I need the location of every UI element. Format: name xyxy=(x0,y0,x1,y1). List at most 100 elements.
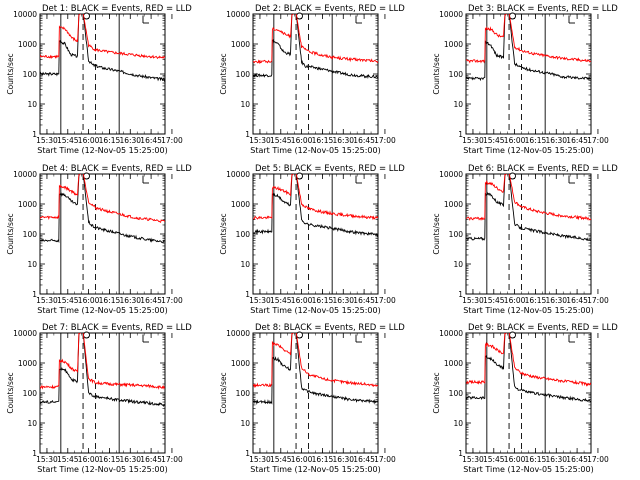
y-axis-label: Counts/sec xyxy=(219,53,228,94)
x-tick-label: 16:30 xyxy=(332,136,354,145)
x-tick-label: 17:00 xyxy=(587,455,609,464)
panel-det-2: Det 2: BLACK = Events, RED = LLD 1 10 100 10… xyxy=(219,4,405,155)
x-tick-label: 16:15 xyxy=(525,455,547,464)
y-tick-label: 1000 xyxy=(18,40,37,49)
x-tick-label: 16:15 xyxy=(525,296,547,305)
x-tick-label: 16:45 xyxy=(566,296,588,305)
y-axis-label: Counts/sec xyxy=(219,213,228,254)
y-tick-label: 1 xyxy=(245,130,250,139)
series-lld-line xyxy=(466,333,591,387)
x-tick-label: 16:00 xyxy=(504,455,526,464)
x-tick-label: 16:00 xyxy=(504,296,526,305)
x-tick-label: 16:00 xyxy=(78,136,100,145)
x-tick-label: 16:15 xyxy=(312,136,334,145)
y-tick-label: 10000 xyxy=(226,10,250,19)
series-lld-line xyxy=(466,14,591,64)
y-tick-label: 10000 xyxy=(439,170,463,179)
series-lld-line xyxy=(40,333,165,390)
x-tick-label: 16:30 xyxy=(119,136,141,145)
x-tick-label: 17:00 xyxy=(587,296,609,305)
y-axis-label: Counts/sec xyxy=(6,372,15,413)
series-lld-line xyxy=(40,14,165,60)
series-events-line xyxy=(40,333,165,408)
x-tick-label: 16:45 xyxy=(140,296,162,305)
x-tick-label: 16:45 xyxy=(566,136,588,145)
x-tick-label: 15:30 xyxy=(462,455,484,464)
x-tick-label: 16:00 xyxy=(78,455,100,464)
y-tick-label: 100 xyxy=(449,230,464,239)
x-tick-label: 16:00 xyxy=(291,296,313,305)
plot-frame xyxy=(252,173,379,295)
y-axis-label: Counts/sec xyxy=(432,53,441,94)
series-events-line xyxy=(466,174,591,242)
x-tick-label: 16:15 xyxy=(312,455,334,464)
y-tick-label: 10000 xyxy=(439,10,463,19)
x-tick-label: 16:45 xyxy=(353,296,375,305)
y-tick-label: 10 xyxy=(453,100,463,109)
y-tick-label: 10000 xyxy=(13,329,37,338)
x-tick-label: 16:15 xyxy=(99,296,121,305)
y-tick-label: 1 xyxy=(245,290,250,299)
x-tick-label: 16:15 xyxy=(99,455,121,464)
y-tick-label: 100 xyxy=(23,230,38,239)
x-axis-label: Start Time (12-Nov-05 15:25:00) xyxy=(463,306,593,315)
y-axis-label: Counts/sec xyxy=(6,213,15,254)
x-tick-label: 15:45 xyxy=(483,455,505,464)
peak-circle-marker xyxy=(296,12,303,20)
y-tick-label: 10000 xyxy=(13,170,37,179)
y-tick-label: 10 xyxy=(453,260,463,269)
y-tick-label: 1000 xyxy=(231,40,250,49)
y-tick-label: 100 xyxy=(236,230,251,239)
x-tick-label: 16:15 xyxy=(525,136,547,145)
y-tick-label: 1 xyxy=(458,449,463,458)
y-axis-label: Counts/sec xyxy=(432,372,441,413)
y-tick-label: 1 xyxy=(32,449,37,458)
x-tick-label: 17:00 xyxy=(374,455,396,464)
x-tick-label: 16:45 xyxy=(353,136,375,145)
x-tick-label: 15:30 xyxy=(249,296,271,305)
y-tick-label: 10000 xyxy=(226,170,250,179)
x-axis-label: Start Time (12-Nov-05 15:25:00) xyxy=(37,146,167,155)
x-tick-label: 15:45 xyxy=(57,136,79,145)
panel-det-6: Det 6: BLACK = Events, RED = LLD 1 10 100 10… xyxy=(432,164,618,315)
x-tick-label: 15:45 xyxy=(483,296,505,305)
panel-title: Det 7: BLACK = Events, RED = LLD xyxy=(42,323,192,333)
x-tick-label: 15:45 xyxy=(270,296,292,305)
peak-circle-marker xyxy=(83,331,90,339)
x-tick-label: 16:45 xyxy=(353,455,375,464)
series-events-line xyxy=(466,14,591,82)
x-tick-label: 17:00 xyxy=(161,455,183,464)
y-tick-label: 10000 xyxy=(226,329,250,338)
x-tick-label: 17:00 xyxy=(374,136,396,145)
panel-det-9: Det 9: BLACK = Events, RED = LLD 1 10 100 10… xyxy=(432,323,618,474)
x-tick-label: 15:45 xyxy=(57,296,79,305)
x-tick-label: 16:15 xyxy=(312,296,334,305)
x-tick-label: 15:30 xyxy=(462,296,484,305)
x-tick-label: 16:00 xyxy=(504,136,526,145)
x-axis-label: Start Time (12-Nov-05 15:25:00) xyxy=(463,146,593,155)
x-tick-label: 16:00 xyxy=(291,455,313,464)
panel-det-1: Det 1: BLACK = Events, RED = LLD 1 10 100 10… xyxy=(6,4,192,155)
y-tick-label: 1000 xyxy=(231,359,250,368)
y-tick-label: 1 xyxy=(458,290,463,299)
y-tick-label: 100 xyxy=(449,389,464,398)
x-tick-label: 15:30 xyxy=(36,136,58,145)
panel-det-3: Det 3: BLACK = Events, RED = LLD 1 10 100 10… xyxy=(432,4,618,155)
y-tick-label: 1000 xyxy=(18,200,37,209)
y-tick-label: 1000 xyxy=(444,359,463,368)
series-events-line xyxy=(253,14,378,80)
series-events-line xyxy=(253,333,378,406)
y-tick-label: 10000 xyxy=(439,329,463,338)
x-tick-label: 17:00 xyxy=(587,136,609,145)
y-tick-label: 10 xyxy=(27,419,37,428)
x-tick-label: 15:30 xyxy=(249,455,271,464)
panel-det-5: Det 5: BLACK = Events, RED = LLD 1 10 100 10… xyxy=(219,164,405,315)
y-tick-label: 10000 xyxy=(13,10,37,19)
panel-title: Det 9: BLACK = Events, RED = LLD xyxy=(468,323,618,333)
y-tick-label: 10 xyxy=(240,260,250,269)
y-tick-label: 100 xyxy=(449,70,464,79)
y-tick-label: 10 xyxy=(240,100,250,109)
x-tick-label: 15:45 xyxy=(483,136,505,145)
x-tick-label: 15:30 xyxy=(462,136,484,145)
panel-det-4: Det 4: BLACK = Events, RED = LLD 1 10 100 10… xyxy=(6,164,192,315)
